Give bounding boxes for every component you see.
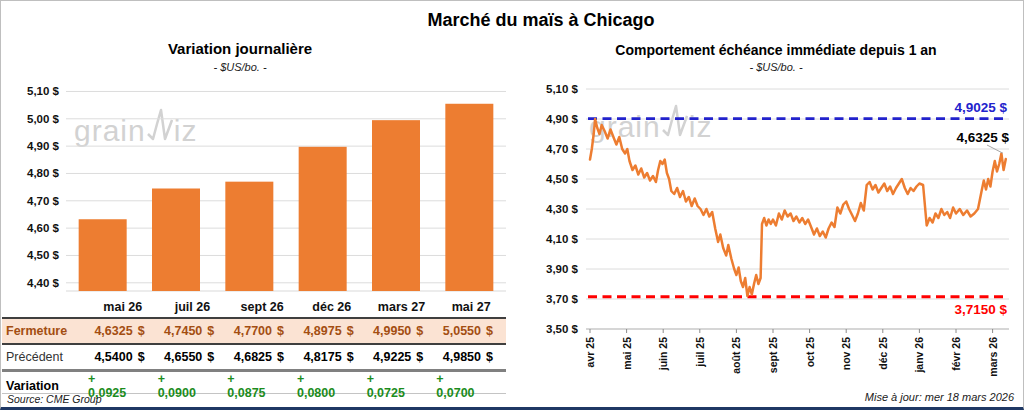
table-cell: 4,9225$ bbox=[367, 350, 437, 364]
table-row-fermeture: Fermeture 4,6325$ 4,7450$ 4,7700$ 4,8975… bbox=[2, 319, 506, 345]
line-chart-title: Comportement échéance immédiate depuis 1… bbox=[541, 42, 1011, 58]
month-header: mai 27 bbox=[436, 300, 506, 314]
y-tick-label: 3,70 $ bbox=[546, 293, 579, 305]
daily-variation-bar-chart: 4,40 $ 4,50 $ 4,60 $ 4,70 $ 4,80 $ 4,90 $ 5,00… bbox=[1, 81, 513, 296]
y-tick-label: 4,40 $ bbox=[27, 277, 60, 289]
bar-sept 26 bbox=[225, 182, 273, 291]
x-tick-label: janv 26 bbox=[913, 337, 925, 374]
y-tick-label: 4,70 $ bbox=[27, 195, 60, 207]
table-cell: + 0,0725 bbox=[367, 372, 437, 400]
y-tick-label: 4,90 $ bbox=[546, 113, 579, 125]
table-cell: 4,7450$ bbox=[158, 324, 228, 338]
y-tick-label: 5,10 $ bbox=[27, 85, 60, 97]
line-chart-subtitle: - $US/bo. - bbox=[541, 61, 1011, 73]
table-row-variation: Variation + 0,0925 + 0,0900 + 0,0875 + 0… bbox=[2, 372, 506, 394]
row-label: Fermeture bbox=[2, 324, 88, 338]
y-tick-label: 4,70 $ bbox=[546, 143, 579, 155]
y-tick-label: 5,00 $ bbox=[27, 113, 60, 125]
month-header: juil 26 bbox=[158, 300, 228, 314]
update-note: Mise à jour: mer 18 mars 2026 bbox=[865, 391, 1014, 403]
y-tick-label: 5,10 $ bbox=[546, 83, 579, 95]
y-tick-label: 4,30 $ bbox=[546, 203, 579, 215]
month-header: sept 26 bbox=[227, 300, 297, 314]
table-cell: 4,6550$ bbox=[158, 350, 228, 364]
y-tick-label: 4,60 $ bbox=[27, 222, 60, 234]
x-tick-label: mai 25 bbox=[621, 337, 633, 370]
month-header: mai 26 bbox=[88, 300, 158, 314]
y-tick-label: 4,90 $ bbox=[27, 140, 60, 152]
row-label: Précédent bbox=[2, 350, 88, 364]
table-cell: + 0,0700 bbox=[436, 372, 506, 400]
x-tick-label: juil 25 bbox=[694, 337, 706, 368]
corn-market-report: Marché du maïs à Chicago Variation journ… bbox=[0, 0, 1024, 410]
x-tick-label: avr 25 bbox=[584, 337, 596, 368]
bar-juil 26 bbox=[152, 189, 200, 292]
bar-mars 27 bbox=[372, 120, 420, 291]
x-tick-label: mars 26 bbox=[987, 337, 999, 377]
y-tick-label: 4,50 $ bbox=[27, 249, 60, 261]
y-tick-label: 4,50 $ bbox=[546, 173, 579, 185]
y-tick-label: 4,10 $ bbox=[546, 233, 579, 245]
low-ref-label: 3,7150 $ bbox=[954, 302, 1007, 317]
x-tick-label: févr 26 bbox=[950, 337, 962, 371]
table-cell: 4,5400$ bbox=[88, 350, 158, 364]
bar-mai 26 bbox=[79, 219, 127, 291]
table-cell: 4,8975$ bbox=[297, 324, 367, 338]
bar-chart-subtitle: - $US/bo. - bbox=[3, 61, 477, 73]
table-header-row: mai 26 juil 26 sept 26 déc 26 mars 27 ma… bbox=[2, 297, 506, 319]
table-row-precedent: Précédent 4,5400$ 4,6550$ 4,6825$ 4,8175… bbox=[2, 345, 506, 372]
month-header: déc 26 bbox=[297, 300, 367, 314]
table-cell: + 0,0875 bbox=[227, 372, 297, 400]
table-cell: 4,9850$ bbox=[436, 350, 506, 364]
y-tick-label: 3,90 $ bbox=[546, 263, 579, 275]
x-tick-label: oct 25 bbox=[804, 337, 816, 368]
x-tick-label: déc 25 bbox=[877, 337, 889, 370]
table-cell: 4,6825$ bbox=[227, 350, 297, 364]
bar-déc 26 bbox=[299, 147, 347, 291]
table-cell: 5,0550$ bbox=[436, 324, 506, 338]
y-tick-label: 3,50 $ bbox=[546, 323, 579, 335]
last-price-label: 4,6325 $ bbox=[956, 130, 1009, 145]
row-label: Variation bbox=[2, 379, 88, 393]
table-cell: 4,7700$ bbox=[227, 324, 297, 338]
quotes-table: mai 26 juil 26 sept 26 déc 26 mars 27 ma… bbox=[2, 297, 506, 394]
front-month-line-chart: 3,50 $ 3,70 $ 3,90 $ 4,10 $ 4,30 $ 4,50 $ 4,70… bbox=[516, 79, 1024, 391]
x-tick-label: juin 25 bbox=[657, 337, 669, 371]
table-cell: 4,6325$ bbox=[88, 324, 158, 338]
table-cell: 4,9950$ bbox=[367, 324, 437, 338]
x-tick-label: nov 25 bbox=[840, 337, 852, 370]
bar-mai 27 bbox=[445, 104, 493, 291]
x-tick-label: août 25 bbox=[730, 337, 742, 374]
page-title: Marché du maïs à Chicago bbox=[41, 10, 1024, 31]
bar-chart-title: Variation journalière bbox=[3, 40, 477, 57]
table-cell: + 0,0800 bbox=[297, 372, 367, 400]
source-note: Source: CME Group bbox=[7, 393, 102, 405]
table-cell: + 0,0900 bbox=[158, 372, 228, 400]
high-ref-label: 4,9025 $ bbox=[954, 100, 1007, 115]
y-tick-label: 4,80 $ bbox=[27, 167, 60, 179]
table-cell: 4,8175$ bbox=[297, 350, 367, 364]
x-tick-label: sept 25 bbox=[767, 337, 779, 373]
month-header: mars 27 bbox=[367, 300, 437, 314]
